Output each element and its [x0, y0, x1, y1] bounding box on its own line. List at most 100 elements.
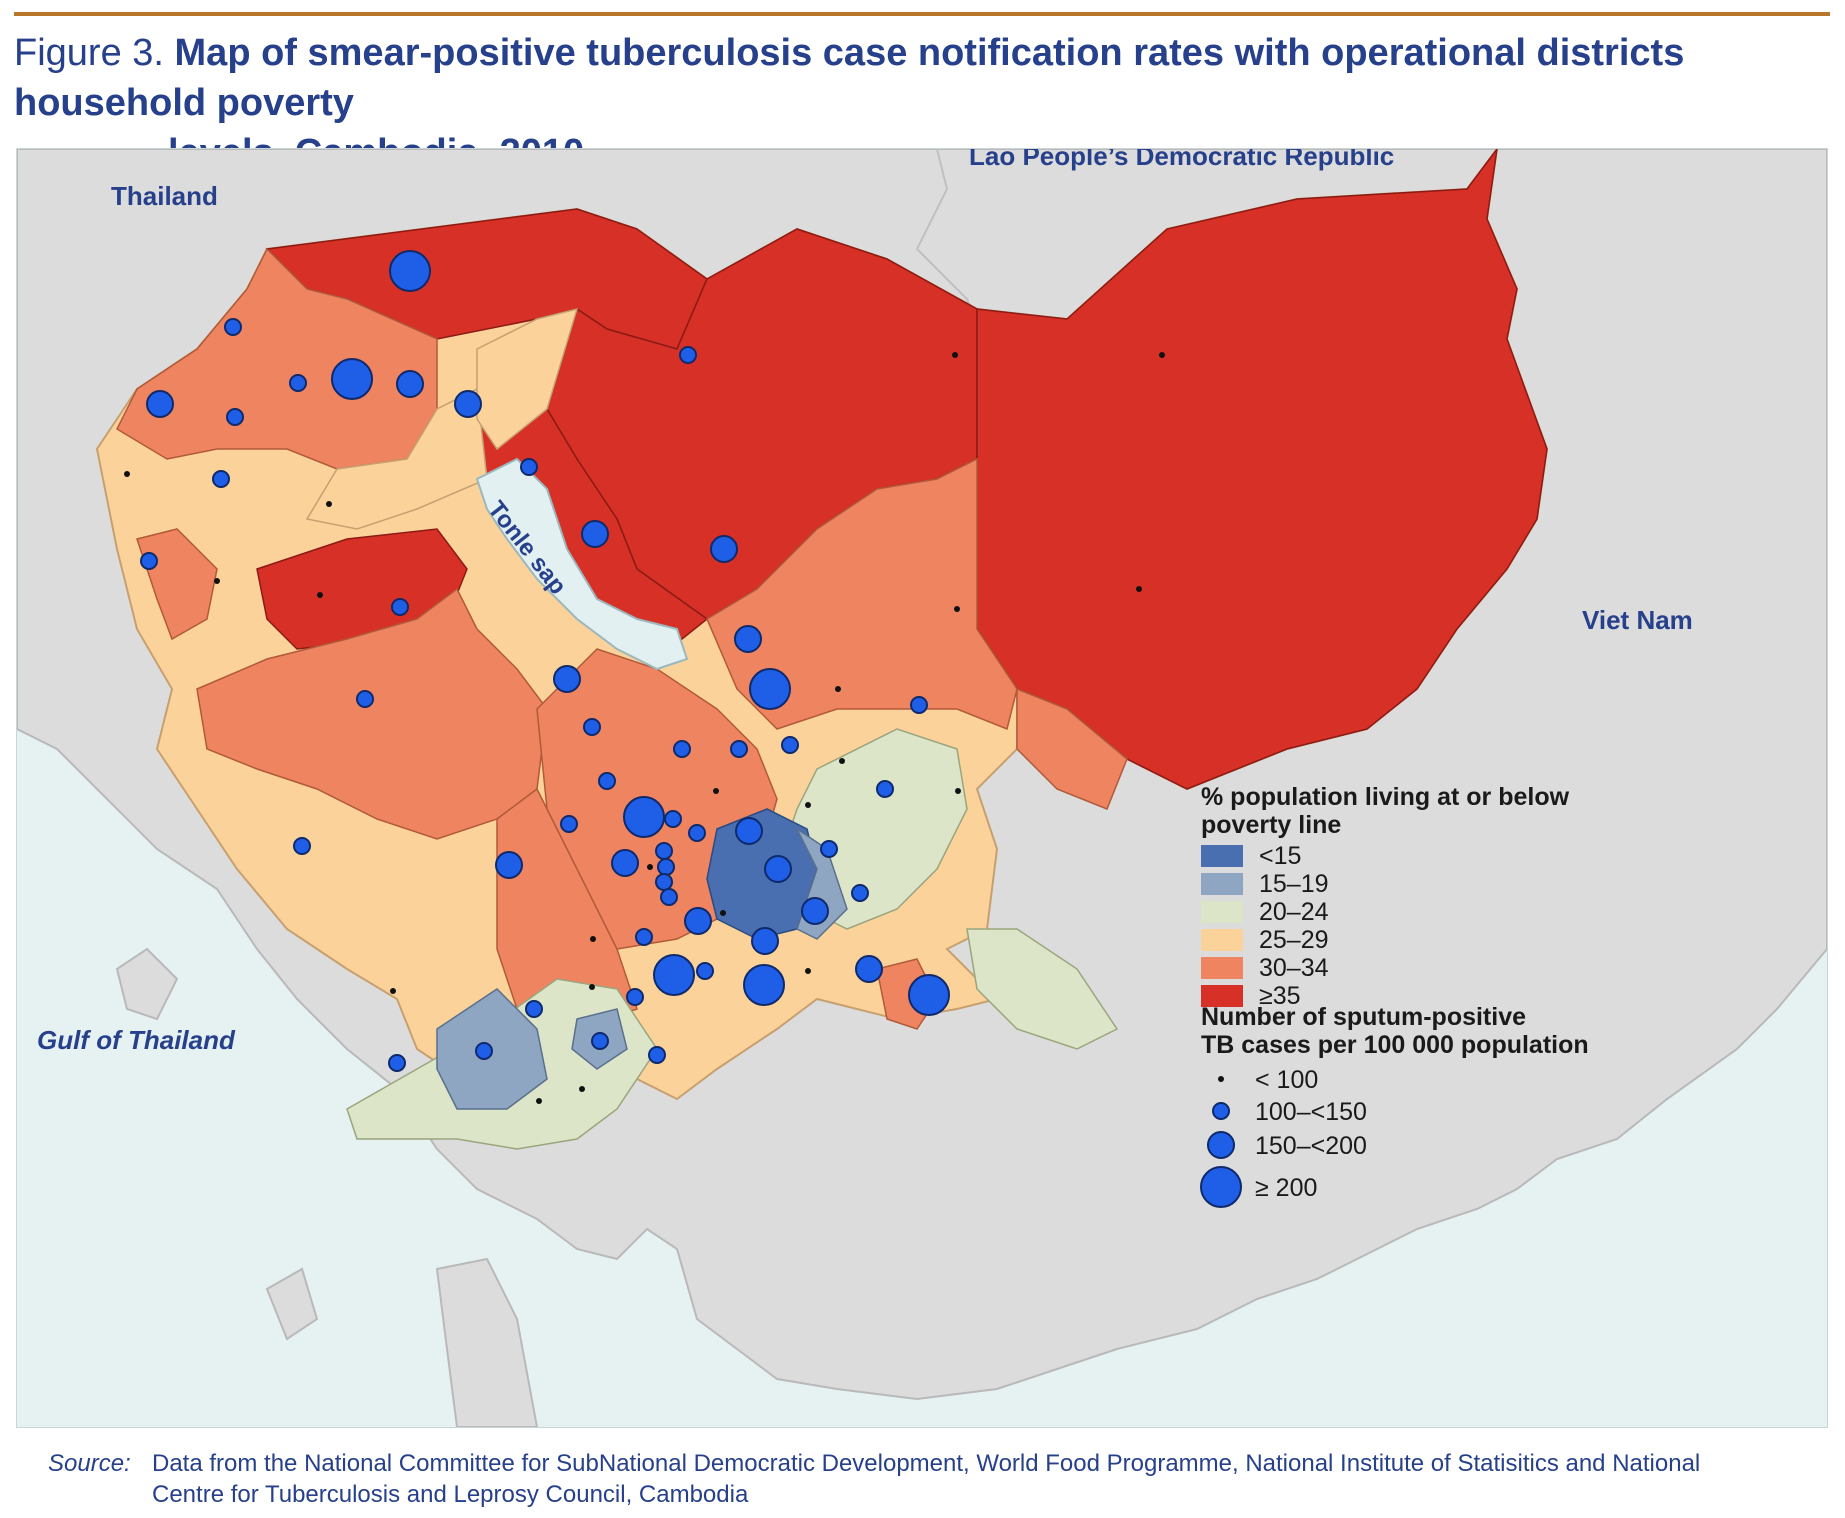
tb-rate-marker	[214, 578, 220, 584]
tb-rate-marker	[623, 796, 665, 838]
tb-rate-marker	[647, 864, 653, 870]
legend-poverty-title-2: poverty line	[1201, 811, 1341, 839]
tb-rate-marker	[751, 927, 779, 955]
legend-tb-marker	[1218, 1076, 1224, 1082]
region-nw-orange-2	[136, 528, 218, 641]
tb-rate-marker	[495, 851, 523, 879]
tb-rate-marker	[591, 1032, 609, 1050]
tb-rate-marker	[876, 780, 894, 798]
tb-rate-marker	[391, 598, 409, 616]
tb-rate-marker	[735, 817, 763, 845]
label-viet-nam: Viet Nam	[1582, 605, 1693, 635]
tb-rate-marker	[910, 696, 928, 714]
source-note: Source: Data from the National Committee …	[48, 1448, 1808, 1510]
tb-rate-marker	[140, 552, 158, 570]
tb-rate-marker	[289, 374, 307, 392]
tb-rate-marker	[553, 665, 581, 693]
tb-rate-marker	[124, 471, 130, 477]
legend-tb-label: 100–<150	[1255, 1098, 1367, 1126]
legend-swatch-label: <15	[1259, 842, 1301, 870]
region-east-orange	[1016, 687, 1128, 810]
tb-rate-marker	[720, 910, 726, 916]
tb-rate-marker	[579, 1086, 585, 1092]
tb-rate-marker	[696, 962, 714, 980]
legend-tb-label: 150–<200	[1255, 1132, 1367, 1160]
tb-rate-marker	[657, 858, 675, 876]
tb-rate-marker	[317, 592, 323, 598]
tb-rate-marker	[525, 1000, 543, 1018]
tb-rate-marker	[293, 837, 311, 855]
tb-rate-marker	[389, 250, 431, 292]
tb-rate-marker	[590, 936, 596, 942]
legend-swatch-label: 15–19	[1259, 870, 1329, 898]
legend-swatch	[1201, 873, 1243, 895]
tb-rate-marker	[648, 1046, 666, 1064]
tb-rate-marker	[749, 668, 791, 710]
tb-rate-marker	[520, 458, 538, 476]
tb-rate-marker	[331, 358, 373, 400]
region-green-2	[966, 928, 1119, 1050]
tb-rate-marker	[1159, 352, 1165, 358]
tb-rate-marker	[224, 318, 242, 336]
figure-number: Figure 3.	[14, 32, 164, 74]
tb-rate-marker	[589, 984, 595, 990]
tb-rate-marker	[356, 690, 374, 708]
legend-poverty-title-1: % population living at or below	[1201, 783, 1570, 811]
tb-rate-marker	[660, 888, 678, 906]
tb-rate-marker	[664, 810, 682, 828]
tb-rate-marker	[146, 390, 174, 418]
tb-rate-marker	[390, 988, 396, 994]
tb-rate-marker	[954, 606, 960, 612]
legend-tb-marker	[1212, 1102, 1230, 1120]
tb-rate-marker	[653, 954, 695, 996]
tb-rate-marker	[560, 815, 578, 833]
legend-swatch-label: 30–34	[1259, 954, 1329, 982]
tb-rate-marker	[635, 928, 653, 946]
legend-swatch	[1201, 985, 1243, 1007]
tb-rate-marker	[581, 520, 609, 548]
tb-rate-marker	[801, 897, 829, 925]
tb-rate-marker	[226, 408, 244, 426]
legend-swatch	[1201, 957, 1243, 979]
tonle-sap-lake	[475, 457, 689, 671]
legend: % population living at or below poverty …	[1200, 783, 1589, 1208]
tb-rate-marker	[713, 788, 719, 794]
tb-rate-marker	[835, 686, 841, 692]
source-text-line2: Centre for Tuberculosis and Leprosy Coun…	[152, 1481, 749, 1508]
tb-rate-marker	[908, 974, 950, 1016]
tb-rate-marker	[684, 907, 712, 935]
legend-swatch-label: 25–29	[1259, 926, 1329, 954]
legend-tb-label: < 100	[1255, 1066, 1318, 1094]
tb-rate-marker	[855, 955, 883, 983]
label-thailand: Thailand	[111, 181, 218, 211]
tb-rate-marker	[734, 625, 762, 653]
tb-rate-marker	[475, 1042, 493, 1060]
legend-swatch-label: ≥35	[1259, 982, 1301, 1010]
tb-rate-marker	[626, 988, 644, 1006]
tb-rate-marker	[688, 824, 706, 842]
legend-tb-classes: < 100 100–<150 150–<200 ≥ 200	[1200, 1066, 1367, 1208]
tb-rate-marker	[952, 352, 958, 358]
tb-rate-marker	[781, 736, 799, 754]
source-text-line1: Data from the National Committee for Sub…	[152, 1450, 1701, 1477]
tb-rate-marker	[673, 740, 691, 758]
top-rule	[14, 12, 1830, 16]
tb-markers	[124, 250, 1165, 1104]
tb-rate-marker	[1136, 586, 1142, 592]
source-label: Source:	[48, 1450, 131, 1477]
tb-rate-marker	[611, 849, 639, 877]
tb-rate-marker	[536, 1098, 542, 1104]
island-thai-2	[265, 1267, 319, 1341]
figure-title-line1: Map of smear-positive tuberculosis case …	[14, 32, 1685, 124]
tb-rate-marker	[212, 470, 230, 488]
legend-swatch	[1201, 901, 1243, 923]
legend-tb-marker	[1200, 1166, 1242, 1208]
tb-rate-marker	[851, 884, 869, 902]
tb-rate-marker	[396, 370, 424, 398]
tb-rate-marker	[839, 758, 845, 764]
tb-rate-marker	[598, 772, 616, 790]
legend-tb-marker	[1207, 1131, 1235, 1159]
cambodia-map: Thailand Lao People’s Democratic Republi…	[17, 149, 1827, 1427]
island-phu-quoc	[435, 1257, 539, 1427]
